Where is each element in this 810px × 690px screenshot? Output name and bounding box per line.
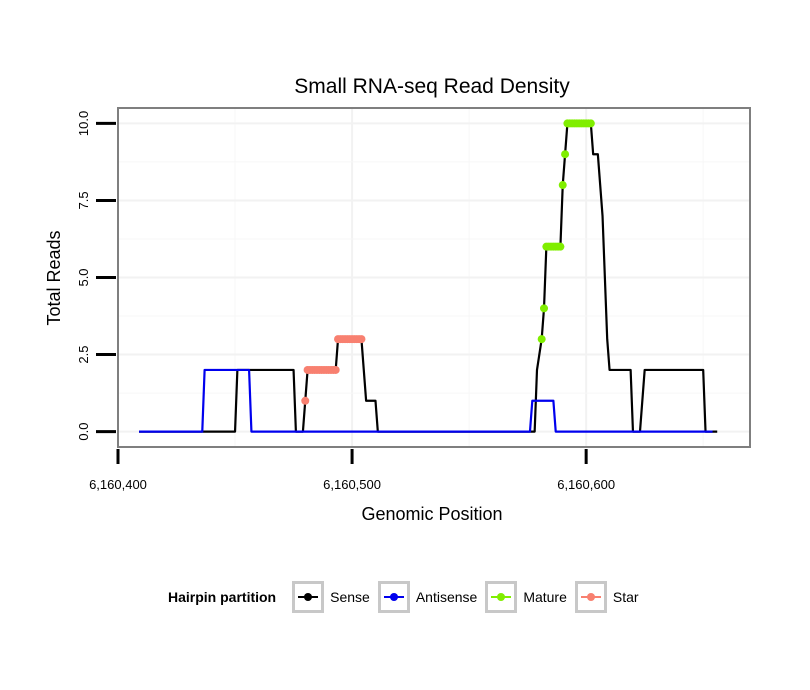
y-tick-label: 2.5 (76, 346, 91, 364)
x-axis-title: Genomic Position (361, 504, 502, 524)
data-point-mature (540, 304, 549, 313)
legend-key-star (574, 581, 607, 613)
legend: Hairpin partition Sense Antisense Mature… (168, 578, 647, 616)
series-points (301, 119, 595, 405)
data-point-mature (558, 181, 567, 190)
legend-label-antisense: Antisense (415, 589, 478, 605)
y-axis-title: Total Reads (44, 230, 64, 325)
legend-label-star: Star (612, 589, 639, 605)
series-line-antisense (139, 368, 713, 433)
y-tick-label: 0.0 (76, 423, 91, 441)
legend-key-sense (292, 581, 325, 613)
data-point-star (331, 365, 340, 374)
read-density-chart: Small RNA-seq Read Density 0.0 2.5 5.0 7.5 1… (44, 75, 751, 524)
data-point-mature (561, 150, 570, 159)
legend-title: Hairpin partition (168, 589, 277, 605)
series-line-sense (139, 122, 718, 433)
data-point-mature (556, 242, 565, 251)
x-axis: 6,160,400 6,160,500 6,160,600 (89, 449, 615, 492)
y-axis: 0.0 2.5 5.0 7.5 10.0 (76, 111, 116, 441)
legend-label-sense: Sense (330, 589, 370, 605)
y-tick-label: 5.0 (76, 268, 91, 286)
legend-key-antisense (377, 581, 410, 613)
data-point-star (301, 396, 310, 405)
data-point-star (357, 335, 366, 344)
y-tick-label: 7.5 (76, 191, 91, 209)
x-tick-label: 6,160,600 (557, 477, 615, 492)
legend-item-sense: Sense (292, 581, 370, 613)
x-tick-label: 6,160,500 (323, 477, 381, 492)
x-tick-label: 6,160,400 (89, 477, 147, 492)
series-lines (139, 122, 718, 433)
legend-item-antisense: Antisense (377, 581, 478, 613)
legend-key-mature (485, 581, 518, 613)
y-tick-label: 10.0 (76, 111, 91, 136)
plot-border (117, 107, 751, 448)
data-point-mature (537, 335, 546, 344)
legend-item-star: Star (574, 581, 639, 613)
data-point-mature (586, 119, 595, 128)
legend-label-mature: Mature (523, 589, 567, 605)
chart-title: Small RNA-seq Read Density (294, 75, 570, 98)
legend-item-mature: Mature (485, 581, 567, 613)
gridlines (117, 108, 750, 447)
